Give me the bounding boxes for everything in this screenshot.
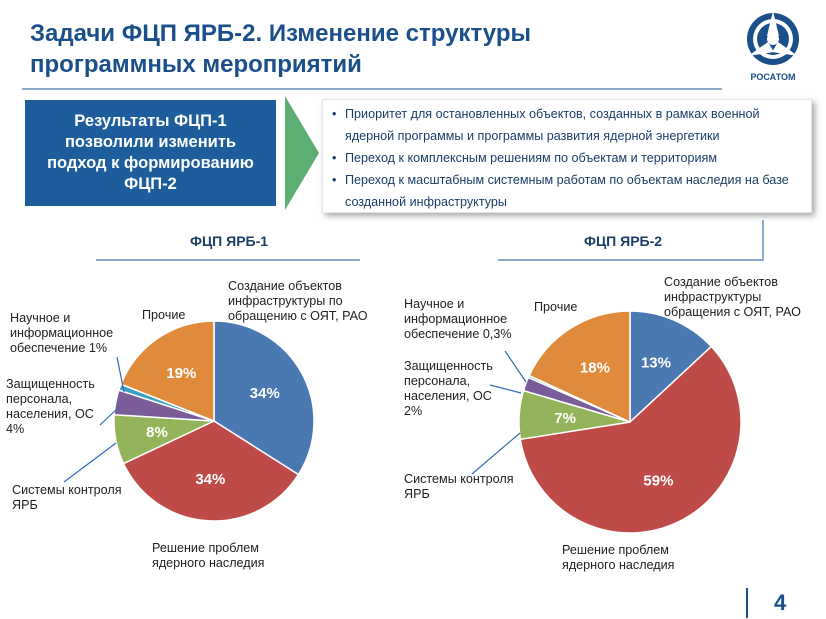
bullet-list-box: Приоритет для остановленных объектов, со…	[322, 99, 812, 213]
chart2-leader-line-3	[489, 384, 522, 394]
chart2-value-label-1: 59%	[643, 472, 673, 489]
chart2-value-label-5: 18%	[580, 359, 610, 376]
chart1-title: ФЦП ЯРБ-1	[190, 233, 269, 249]
results-box-text: Результаты ФЦП-1 позволили изменить подх…	[47, 112, 254, 193]
atom-icon	[747, 11, 799, 65]
chart1-title-rule	[96, 259, 360, 261]
bullet-item: Переход к масштабным системным работам п…	[332, 169, 811, 213]
chart1-value-label-0: 34%	[250, 385, 280, 402]
chart2-slice-0	[629, 310, 713, 424]
chart1-label-control: Системы контроля ЯРБ	[12, 483, 122, 512]
slide-title-line2: программных мероприятий	[30, 51, 362, 78]
chart2-label-control: Системы контроля ЯРБ	[404, 472, 514, 501]
chart2-label-legacy: Решение проблем ядерного наследия	[562, 543, 675, 572]
rosatom-logo: РОСАТОМ	[730, 6, 816, 88]
chart2-leader-line-2	[471, 432, 521, 475]
page-number-divider	[746, 588, 748, 618]
bullet-connector	[762, 220, 764, 260]
chart2-title-rule	[498, 259, 764, 261]
bullet-item: Приоритет для остановленных объектов, со…	[332, 103, 811, 147]
chart2-label-protection: Защищенность персонала, населения, ОС 2%	[404, 359, 493, 418]
chart2-value-label-0: 13%	[641, 354, 671, 371]
chevron-right-icon	[285, 96, 319, 210]
results-box: Результаты ФЦП-1 позволили изменить подх…	[25, 100, 276, 206]
chart2-slice-1	[519, 345, 742, 534]
chart2-leader-line-4	[504, 350, 527, 383]
chart1-label-science: Научное и информационное обеспечение 1%	[10, 311, 114, 355]
chart2-value-label-2: 7%	[554, 410, 576, 427]
chart1-leader-line-4	[116, 356, 125, 393]
bullet-item: Переход к комплексным решениям по объект…	[332, 147, 811, 169]
slide-title: Задачи ФЦП ЯРБ-2. Изменение структуры пр…	[30, 18, 730, 80]
title-divider	[22, 88, 722, 90]
slide-title-line1: Задачи ФЦП ЯРБ-2. Изменение структуры	[30, 20, 531, 47]
logo-text: РОСАТОМ	[750, 72, 796, 82]
chart1-label-legacy: Решение проблем ядерного наследия	[152, 541, 265, 570]
chart1-label-infrastructure: Создание объектов инфраструктуры по обра…	[228, 279, 368, 323]
chart1-leader-line-2	[63, 442, 117, 483]
chart2-label-other: Прочие	[534, 300, 578, 314]
chart2-label-infrastructure: Создание объектов инфраструктуры обращен…	[664, 275, 801, 319]
chart2-slice-5	[528, 310, 631, 424]
chart1-value-label-2: 8%	[146, 424, 168, 441]
chart1-leader-line-3	[99, 407, 119, 426]
page-number: 4	[774, 590, 787, 615]
chart1-label-protection: Защищенность персонала, населения, ОС 4%	[6, 377, 95, 436]
chart2-label-science: Научное и информационное обеспечение 0,3…	[404, 297, 512, 341]
chart1-value-label-1: 34%	[195, 471, 225, 488]
chart1-slice-1	[122, 420, 300, 522]
chart2-title: ФЦП ЯРБ-2	[584, 233, 663, 249]
chart1-value-label-5: 19%	[166, 365, 196, 382]
chart1-label-other: Прочие	[142, 308, 186, 322]
chart1-slice-5	[120, 320, 215, 423]
